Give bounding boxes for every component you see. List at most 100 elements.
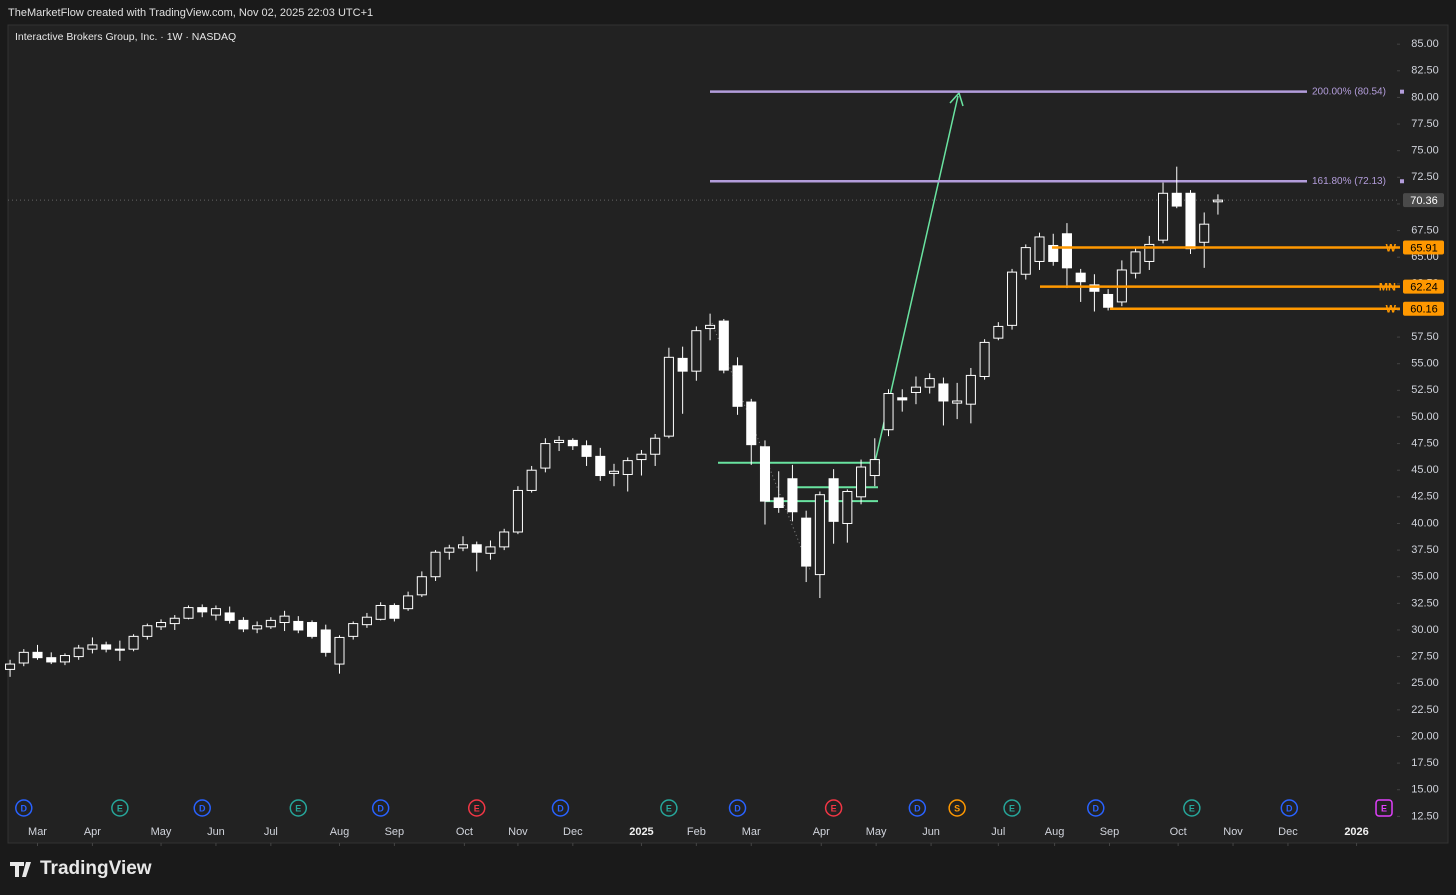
candle xyxy=(910,376,921,405)
event-label: D xyxy=(199,803,206,813)
candle xyxy=(787,464,798,522)
event-badge xyxy=(467,799,486,817)
candle xyxy=(334,635,345,674)
candle-body xyxy=(197,607,208,613)
candle-body xyxy=(252,625,263,630)
event-badge xyxy=(1183,799,1201,817)
event-marker: E xyxy=(289,799,308,817)
candle-body xyxy=(430,551,441,578)
event-label: E xyxy=(117,803,123,813)
candle-body xyxy=(169,617,180,625)
candle xyxy=(1144,235,1155,270)
key-level-label: 65.91 xyxy=(1410,242,1438,254)
candle xyxy=(567,438,578,450)
candle-body xyxy=(1048,244,1059,262)
candle xyxy=(924,373,935,394)
candle-body xyxy=(101,644,112,650)
candle xyxy=(773,471,784,513)
attribution: TheMarketFlow created with TradingView.c… xyxy=(8,7,373,19)
candle-body xyxy=(581,445,592,457)
y-tick-label: 47.50 xyxy=(1411,437,1439,449)
logo-mark xyxy=(10,862,31,877)
candle xyxy=(114,640,125,661)
candle xyxy=(1061,223,1072,289)
candle-body xyxy=(1158,192,1169,241)
x-tick-label: Jun xyxy=(207,826,225,838)
y-tick-label: 82.50 xyxy=(1411,65,1439,77)
event-marker: S xyxy=(948,799,966,817)
candle xyxy=(485,540,496,560)
candle-body xyxy=(540,443,551,469)
candle-body xyxy=(773,497,784,508)
candle-body xyxy=(18,651,29,664)
fib-label: 200.00% (80.54) xyxy=(1312,86,1386,97)
candle-body xyxy=(499,531,510,548)
candle xyxy=(430,550,441,581)
event-badge xyxy=(728,799,747,817)
candle xyxy=(663,347,674,439)
candle xyxy=(32,644,43,660)
candle-body xyxy=(705,324,716,330)
candle-body xyxy=(46,657,57,663)
candle-body xyxy=(1103,293,1114,308)
event-label: E xyxy=(1009,803,1015,813)
event-badge xyxy=(1087,799,1105,817)
x-tick-label: 2025 xyxy=(629,826,653,838)
event-marker: D xyxy=(908,799,927,817)
y-tick-label: 72.50 xyxy=(1411,171,1439,183)
candle xyxy=(156,619,167,630)
event-marker: E xyxy=(824,799,843,817)
candle-body xyxy=(114,648,125,651)
event-badge xyxy=(111,799,129,817)
candle xyxy=(224,606,235,624)
candle-body xyxy=(869,459,880,477)
candle xyxy=(5,659,16,677)
event-label: D xyxy=(914,803,921,813)
candle xyxy=(1007,268,1018,330)
y-tick-label: 22.50 xyxy=(1411,704,1439,716)
event-label: D xyxy=(377,803,384,813)
candle-body xyxy=(348,623,359,637)
candle-body xyxy=(265,619,276,628)
candle xyxy=(471,541,482,572)
y-tick-label: 35.00 xyxy=(1411,571,1439,583)
candle xyxy=(993,322,1004,341)
candle xyxy=(73,644,84,660)
event-marker: D xyxy=(371,799,390,817)
candle-body xyxy=(1034,236,1045,262)
candle-body xyxy=(1075,272,1086,283)
candle-body xyxy=(1061,233,1072,269)
candle xyxy=(691,326,702,381)
candle-body xyxy=(361,616,372,626)
candle xyxy=(952,382,963,420)
candle-body xyxy=(59,655,70,663)
candle xyxy=(46,652,57,665)
candle-body xyxy=(883,393,894,431)
candle-body xyxy=(732,365,743,407)
candle-body xyxy=(924,378,935,388)
candle xyxy=(142,623,153,640)
candle xyxy=(759,440,771,525)
fib-label: 161.80% (72.13) xyxy=(1312,176,1386,187)
candle xyxy=(457,536,469,552)
candle-body xyxy=(856,466,867,498)
y-tick-label: 40.00 xyxy=(1411,517,1439,529)
candle-body xyxy=(32,651,43,659)
candle xyxy=(856,459,867,505)
candle xyxy=(59,653,70,666)
candle xyxy=(746,398,757,465)
candle-body xyxy=(842,491,853,524)
event-marker: D xyxy=(1280,799,1299,817)
x-tick-label: Aug xyxy=(1045,826,1065,838)
candle-body xyxy=(128,635,139,650)
y-tick-label: 12.50 xyxy=(1411,810,1439,822)
candle xyxy=(265,617,276,629)
last-price-label: 70.36 xyxy=(1410,195,1438,207)
candle xyxy=(416,571,427,597)
candle xyxy=(581,440,592,466)
candle xyxy=(293,616,304,634)
candle xyxy=(499,528,510,551)
y-tick-label: 57.50 xyxy=(1411,331,1439,343)
candle-body xyxy=(663,356,674,437)
candle xyxy=(608,463,620,487)
